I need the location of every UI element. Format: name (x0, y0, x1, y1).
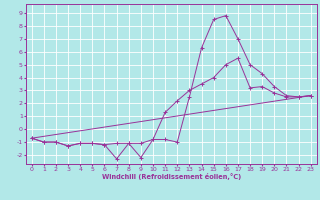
X-axis label: Windchill (Refroidissement éolien,°C): Windchill (Refroidissement éolien,°C) (101, 173, 241, 180)
